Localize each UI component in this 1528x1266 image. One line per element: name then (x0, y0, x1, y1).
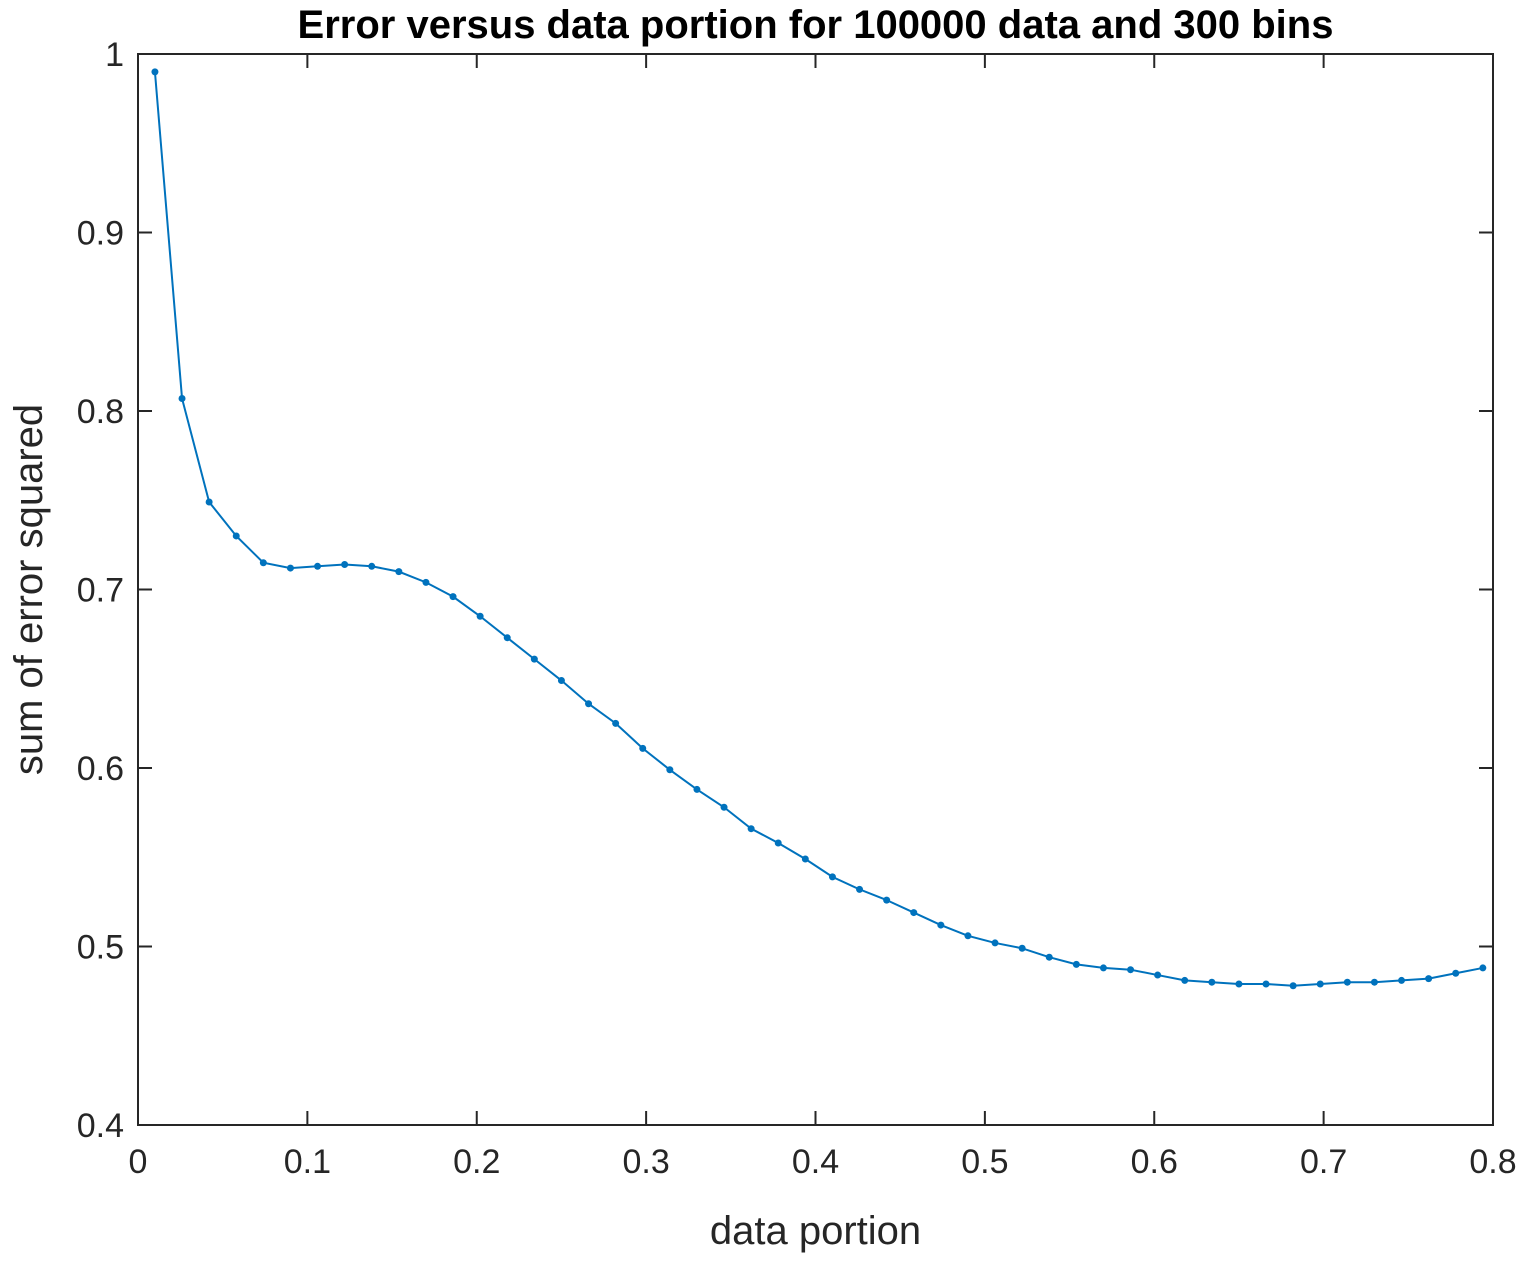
data-point (774, 839, 782, 847)
x-tick-label: 0.2 (453, 1143, 500, 1181)
data-point (530, 655, 538, 663)
chart-title: Error versus data portion for 100000 dat… (298, 3, 1334, 47)
x-axis-label: data portion (710, 1209, 921, 1253)
data-point (557, 677, 565, 685)
y-tick-label: 0.4 (77, 1107, 124, 1145)
x-tick-label: 0.8 (1469, 1143, 1516, 1181)
x-tick-label: 0.5 (961, 1143, 1008, 1181)
data-point (1127, 966, 1135, 974)
data-point (1316, 980, 1324, 988)
data-point (991, 939, 999, 947)
data-point (1181, 976, 1189, 984)
x-tick-labels: 0 0.1 0.2 0.3 0.4 0.5 0.6 0.7 0.8 (129, 1143, 1517, 1181)
data-point (259, 559, 267, 567)
data-point (1235, 980, 1243, 988)
data-point (1289, 982, 1297, 990)
x-tick-label: 0.6 (1131, 1143, 1178, 1181)
y-axis-label: sum of error squared (7, 404, 51, 775)
x-tick-label: 0.3 (622, 1143, 669, 1181)
x-tick-label: 0.4 (792, 1143, 839, 1181)
data-point (178, 395, 186, 403)
data-point (1018, 944, 1026, 952)
data-point (1398, 976, 1406, 984)
x-tick-label: 0.1 (284, 1143, 331, 1181)
data-point (1154, 971, 1162, 979)
y-tick-label: 0.5 (77, 929, 124, 967)
data-point (856, 885, 864, 893)
data-point (693, 785, 701, 793)
data-point (1452, 969, 1460, 977)
series-line (153, 71, 1484, 987)
x-tick-label: 0.7 (1300, 1143, 1347, 1181)
data-point (1072, 960, 1080, 968)
y-tick-label: 1 (105, 36, 124, 74)
data-point (666, 766, 674, 774)
data-point (1425, 975, 1433, 983)
data-point (395, 568, 403, 576)
y-tick-label: 0.8 (77, 393, 124, 431)
data-point (368, 562, 376, 570)
data-point (449, 593, 457, 601)
data-point (910, 909, 918, 917)
data-point (314, 562, 322, 570)
data-point (1099, 964, 1107, 972)
data-point (1262, 980, 1270, 988)
plot-area (138, 54, 1493, 1125)
data-point (151, 68, 159, 76)
y-tick-label: 0.9 (77, 215, 124, 253)
data-point (232, 532, 240, 540)
data-point (1370, 978, 1378, 986)
y-tick-label: 0.7 (77, 572, 124, 610)
series-layer (151, 68, 1487, 990)
data-point (585, 700, 593, 708)
data-point (1045, 953, 1053, 961)
data-point (422, 578, 430, 586)
data-point (639, 744, 647, 752)
data-point (801, 855, 809, 863)
y-tick-label: 0.6 (77, 750, 124, 788)
data-point (720, 803, 728, 811)
data-point (883, 896, 891, 904)
x-tick-label: 0 (129, 1143, 148, 1181)
data-point (476, 612, 484, 620)
data-point (503, 634, 511, 642)
data-point (828, 873, 836, 881)
data-point (1208, 978, 1216, 986)
data-point (205, 498, 213, 506)
data-point (937, 921, 945, 929)
y-tick-labels: 0.4 0.5 0.6 0.7 0.8 0.9 1 (77, 36, 124, 1145)
data-point (1343, 978, 1351, 986)
data-point (964, 932, 972, 940)
data-point (747, 825, 755, 833)
data-point (341, 561, 349, 569)
data-point (1479, 964, 1487, 972)
data-point (286, 564, 294, 572)
plot-frame (137, 53, 1494, 1126)
data-point (612, 719, 620, 727)
